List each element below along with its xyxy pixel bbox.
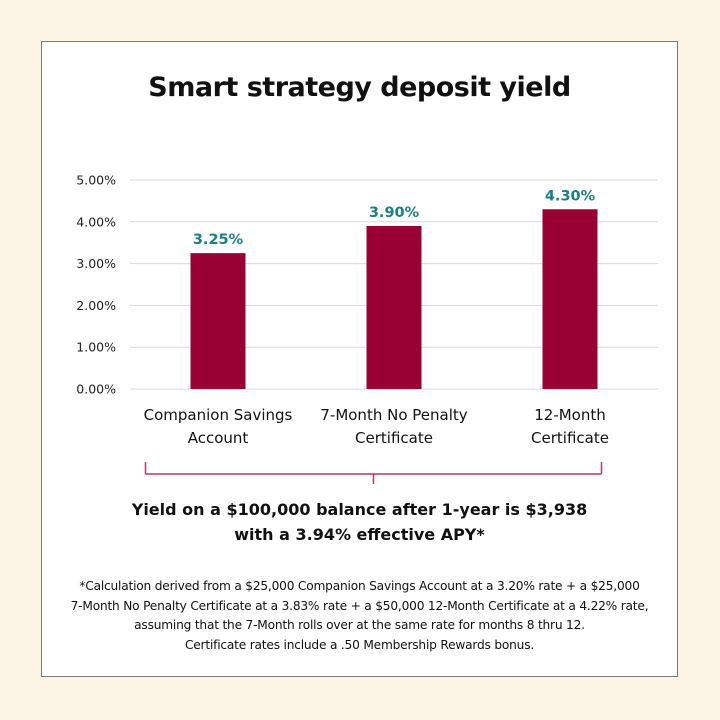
x-category-label: Companion Savings: [144, 406, 293, 424]
y-tick-label: 4.00%: [76, 214, 116, 229]
y-tick-label: 2.00%: [76, 298, 116, 313]
footnote-line: 7-Month No Penalty Certificate at a 3.83…: [70, 598, 649, 613]
footnote-line: assuming that the 7-Month rolls over at …: [134, 618, 585, 632]
footnote-line: Certificate rates include a .50 Membersh…: [184, 637, 535, 652]
footnote-line: *Calculation derived from a $25,000 Comp…: [79, 579, 640, 593]
chart-card: Smart strategy deposit yield 0.00% 1.00% 2…: [41, 41, 678, 677]
yield-summary: Yield on a $100,000 balance after 1-year…: [42, 497, 677, 547]
bar: [190, 253, 246, 389]
summary-line-1: Yield on a $100,000 balance after 1-year…: [131, 500, 588, 519]
y-tick-label: 0.00%: [76, 382, 116, 397]
y-tick-label: 5.00%: [76, 173, 116, 188]
x-category-label: Certificate: [355, 429, 433, 447]
y-tick-label: 1.00%: [76, 340, 116, 355]
x-category-label: Account: [188, 429, 249, 447]
summary-line-2: with a 3.94% effective APY*: [234, 525, 485, 544]
data-label: 3.25%: [193, 232, 244, 248]
bar-chart: 0.00% 1.00% 2.00% 3.00% 4.00% 5.00% 3.25% Compa…: [76, 173, 658, 484]
x-category-label: 7-Month No Penalty: [320, 406, 467, 424]
chart-title: Smart strategy deposit yield: [148, 72, 571, 103]
data-label: 3.90%: [369, 205, 420, 221]
x-category-label: 12-Month: [534, 406, 606, 424]
x-category-label: Certificate: [531, 429, 609, 447]
data-label: 4.30%: [545, 188, 596, 204]
bar: [366, 225, 422, 389]
footnote: *Calculation derived from a $25,000 Comp…: [42, 577, 677, 655]
bar: [542, 209, 598, 389]
y-tick-label: 3.00%: [76, 256, 116, 271]
